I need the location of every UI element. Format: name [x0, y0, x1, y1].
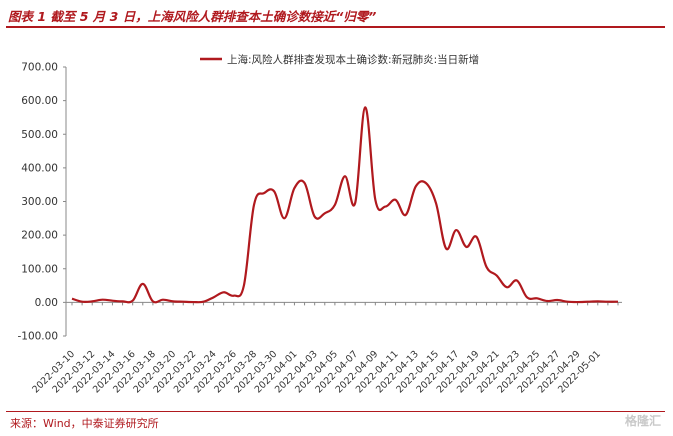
series-layer [71, 106, 619, 304]
x-tick-labels: 2022-03-102022-03-122022-03-142022-03-16… [30, 349, 603, 396]
source-note: 来源：Wind，中泰证券研究所 [10, 417, 159, 430]
series-line-0 [71, 106, 619, 304]
watermark-logo: 格隆汇 [624, 414, 661, 428]
title-divider [6, 26, 665, 28]
y-tick-label: 200.00 [21, 230, 58, 242]
y-tick-label: 400.00 [21, 162, 58, 174]
y-tick-label: 0.00 [35, 297, 58, 309]
figure-title: 图表 1 截至 5 月 3 日，上海风险人群排查本土确诊数接近“归零” [8, 9, 377, 24]
y-tick-label: 700.00 [21, 62, 58, 74]
chart-legend: 上海:风险人群排查发现本土确诊数:新冠肺炎:当日新增 [200, 53, 479, 66]
y-tick-label: -100.00 [17, 331, 58, 343]
y-tick-label: 500.00 [21, 129, 58, 141]
legend-label: 上海:风险人群排查发现本土确诊数:新冠肺炎:当日新增 [227, 53, 479, 66]
y-tick-label: 600.00 [21, 95, 58, 107]
chart-axes [63, 66, 622, 337]
y-tick-label: 300.00 [21, 196, 58, 208]
y-tick-label: 100.00 [21, 263, 58, 275]
line-chart: 上海:风险人群排查发现本土确诊数:新冠肺炎:当日新增 -100.00 0.00 10… [17, 53, 622, 396]
y-tick-labels: -100.00 0.00 100.00 200.00 300.00 400.00 500.0… [17, 62, 58, 343]
footer-divider [6, 411, 665, 412]
